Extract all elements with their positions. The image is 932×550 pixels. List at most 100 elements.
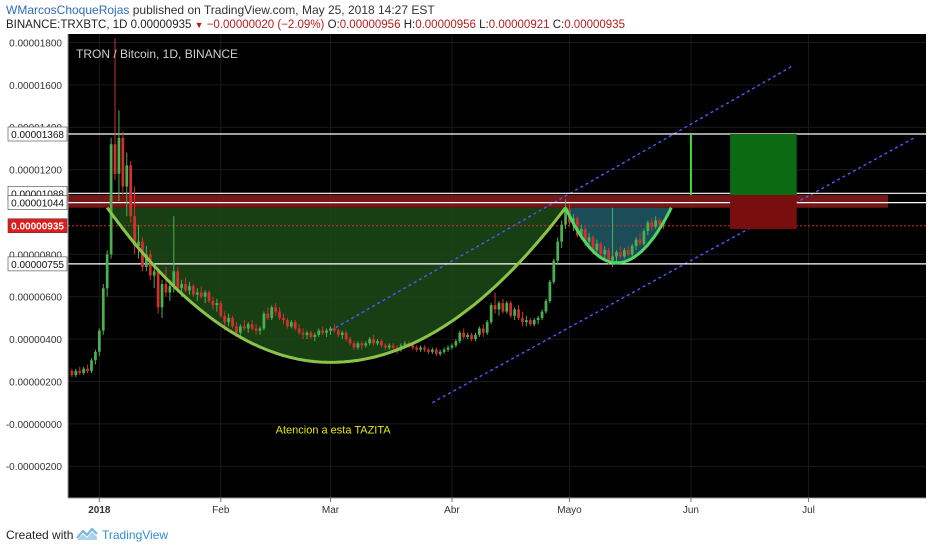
candle-body: [489, 305, 493, 323]
resistance-zone: [68, 195, 888, 208]
candle-body: [336, 330, 340, 335]
candle-body: [117, 137, 121, 174]
ohlc-bar: BINANCE:TRXBTC, 1D 0.00000935 ▼ −0.00000…: [6, 19, 625, 31]
candle-body: [352, 343, 356, 348]
candle-body: [536, 317, 540, 321]
candle-body: [289, 322, 293, 327]
candle-body: [364, 343, 368, 346]
high-value: 0.00000956: [415, 19, 476, 31]
candle-body: [164, 284, 168, 293]
candle-body: [121, 137, 125, 187]
candle-body: [481, 328, 485, 333]
x-tick-label: Mar: [322, 505, 340, 516]
chart-title: TRON / Bitcoin, 1D, BINANCE: [76, 47, 238, 61]
candle-body: [168, 286, 172, 293]
candle-body: [109, 144, 113, 255]
candle-body: [278, 311, 281, 318]
candle-body: [415, 347, 419, 350]
candle-body: [144, 254, 148, 268]
candle-body: [391, 345, 395, 348]
level-label: 0.00001088: [11, 189, 64, 200]
candle-body: [622, 250, 626, 257]
candle-body: [626, 250, 630, 255]
candle-body: [383, 345, 387, 348]
candle-body: [101, 288, 105, 331]
candle-body: [360, 343, 364, 346]
channel-upper-line: [330, 65, 794, 332]
candle-body: [497, 303, 501, 310]
publish-info: WMarcosChoqueRojas published on TradingV…: [6, 3, 435, 17]
high-label: H:: [403, 19, 416, 31]
candle-body: [501, 303, 505, 312]
candle-body: [74, 370, 78, 376]
candle-body: [176, 271, 180, 289]
x-tick-label: Abr: [444, 505, 460, 516]
candle-body: [615, 252, 618, 257]
candle-body: [94, 351, 97, 361]
candle-body: [297, 328, 301, 333]
candle-body: [348, 339, 352, 344]
candle-body: [599, 243, 603, 255]
candle-body: [509, 303, 513, 316]
candle-body: [462, 332, 466, 337]
author-link[interactable]: WMarcosChoqueRojas: [6, 3, 130, 17]
candle-body: [195, 292, 199, 295]
candle-body: [309, 332, 313, 337]
candle-body: [160, 284, 164, 308]
candle-body: [305, 332, 309, 335]
candle-body: [215, 303, 219, 306]
x-tick-label: Jul: [802, 505, 815, 516]
candle-body: [313, 334, 317, 337]
chart-area[interactable]: TRON / Bitcoin, 1D, BINANCE Atencion a es…: [6, 34, 926, 520]
close-label: C:: [552, 19, 565, 31]
candle-body: [191, 286, 195, 295]
annotation-text: Atencion a esta TAZITA: [276, 424, 392, 436]
candle-body: [548, 281, 552, 301]
cup-curve: [105, 206, 567, 364]
candle-body: [129, 165, 133, 217]
candle-body: [540, 311, 544, 318]
candle-body: [423, 347, 426, 350]
candle-body: [403, 343, 407, 346]
candle-body: [125, 165, 129, 187]
candle-body: [321, 330, 325, 333]
candle-body: [387, 345, 391, 348]
candle-body: [274, 307, 278, 312]
tradingview-logo-icon[interactable]: [76, 526, 98, 542]
candle-body: [219, 303, 223, 316]
y-tick-label: 0.00000600: [9, 293, 62, 304]
candle-body: [493, 305, 497, 310]
candlestick-chart[interactable]: TRON / Bitcoin, 1D, BINANCE Atencion a es…: [6, 34, 926, 520]
footer: Created with TradingView: [0, 520, 932, 550]
candle-body: [184, 284, 187, 291]
current-price-tag: [7, 218, 68, 234]
candle-body: [286, 320, 289, 327]
candle-body: [595, 243, 599, 251]
change-value: −0.00000020 (−2.09%): [206, 19, 325, 31]
candle-body: [583, 228, 587, 242]
candle-body: [485, 322, 489, 333]
y-tick-label: -0.00000000: [6, 420, 62, 431]
candle-body: [521, 317, 524, 323]
candle-body: [282, 317, 285, 321]
tradingview-link[interactable]: TradingView: [102, 528, 169, 542]
candle-body: [474, 334, 477, 340]
candle-body: [634, 239, 638, 246]
candle-body: [235, 326, 238, 333]
candle-body: [630, 245, 634, 255]
candle-body: [454, 341, 458, 346]
candle-body: [552, 260, 556, 282]
current-price-label: 0.00000935: [11, 222, 64, 233]
candle-body: [86, 368, 89, 371]
candle-body: [658, 220, 661, 225]
candle-body: [587, 237, 591, 242]
candle-body: [156, 271, 160, 308]
candle-body: [356, 343, 360, 348]
candle-body: [113, 144, 117, 174]
candle-body: [242, 326, 246, 329]
candle-body: [513, 309, 517, 316]
publish-header: WMarcosChoqueRojas published on TradingV…: [0, 0, 932, 34]
cup-fill: [107, 207, 566, 363]
candle-body: [250, 324, 254, 329]
open-label: O:: [327, 19, 340, 31]
